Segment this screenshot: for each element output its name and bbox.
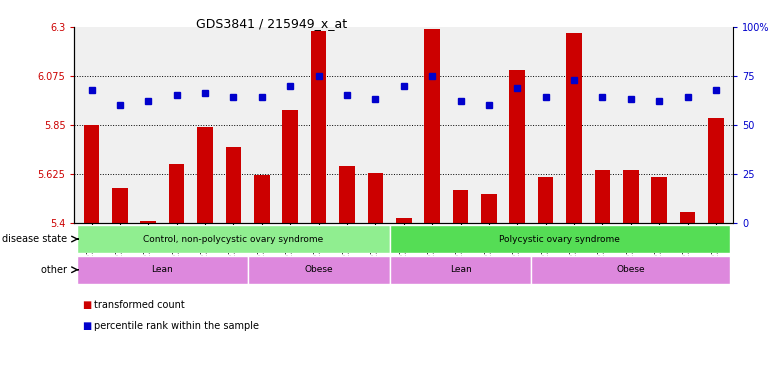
Text: Obese: Obese (304, 265, 333, 274)
Text: Control, non-polycystic ovary syndrome: Control, non-polycystic ovary syndrome (143, 235, 324, 243)
Bar (623, 170, 639, 223)
Bar (282, 109, 298, 223)
Bar (368, 173, 383, 223)
Bar (594, 170, 610, 223)
Bar (566, 33, 582, 223)
Bar (254, 175, 270, 223)
Text: Polycystic ovary syndrome: Polycystic ovary syndrome (499, 235, 620, 243)
Text: Obese: Obese (616, 265, 645, 274)
Bar (140, 220, 156, 223)
Bar (680, 212, 695, 223)
Bar (310, 31, 326, 223)
Bar (339, 166, 355, 223)
Text: Lean: Lean (151, 265, 173, 274)
Bar (424, 29, 440, 223)
Bar (652, 177, 667, 223)
Text: Lean: Lean (450, 265, 471, 274)
Text: other: other (42, 265, 71, 275)
Bar (396, 218, 412, 223)
Bar (532, 256, 730, 284)
Bar (390, 256, 532, 284)
Bar (481, 194, 497, 223)
Text: percentile rank within the sample: percentile rank within the sample (94, 321, 259, 331)
Bar (510, 70, 525, 223)
Text: transformed count: transformed count (94, 300, 185, 310)
Text: ■: ■ (82, 300, 92, 310)
Bar (248, 256, 390, 284)
Bar (538, 177, 554, 223)
Bar (198, 127, 213, 223)
Bar (112, 188, 128, 223)
Bar (78, 225, 390, 253)
Bar (226, 147, 241, 223)
Bar (84, 125, 100, 223)
Bar (169, 164, 184, 223)
Bar (708, 118, 724, 223)
Bar (390, 225, 730, 253)
Bar (452, 190, 468, 223)
Text: GDS3841 / 215949_x_at: GDS3841 / 215949_x_at (196, 17, 347, 30)
Text: ■: ■ (82, 321, 92, 331)
Text: disease state: disease state (2, 234, 71, 244)
Bar (78, 256, 248, 284)
